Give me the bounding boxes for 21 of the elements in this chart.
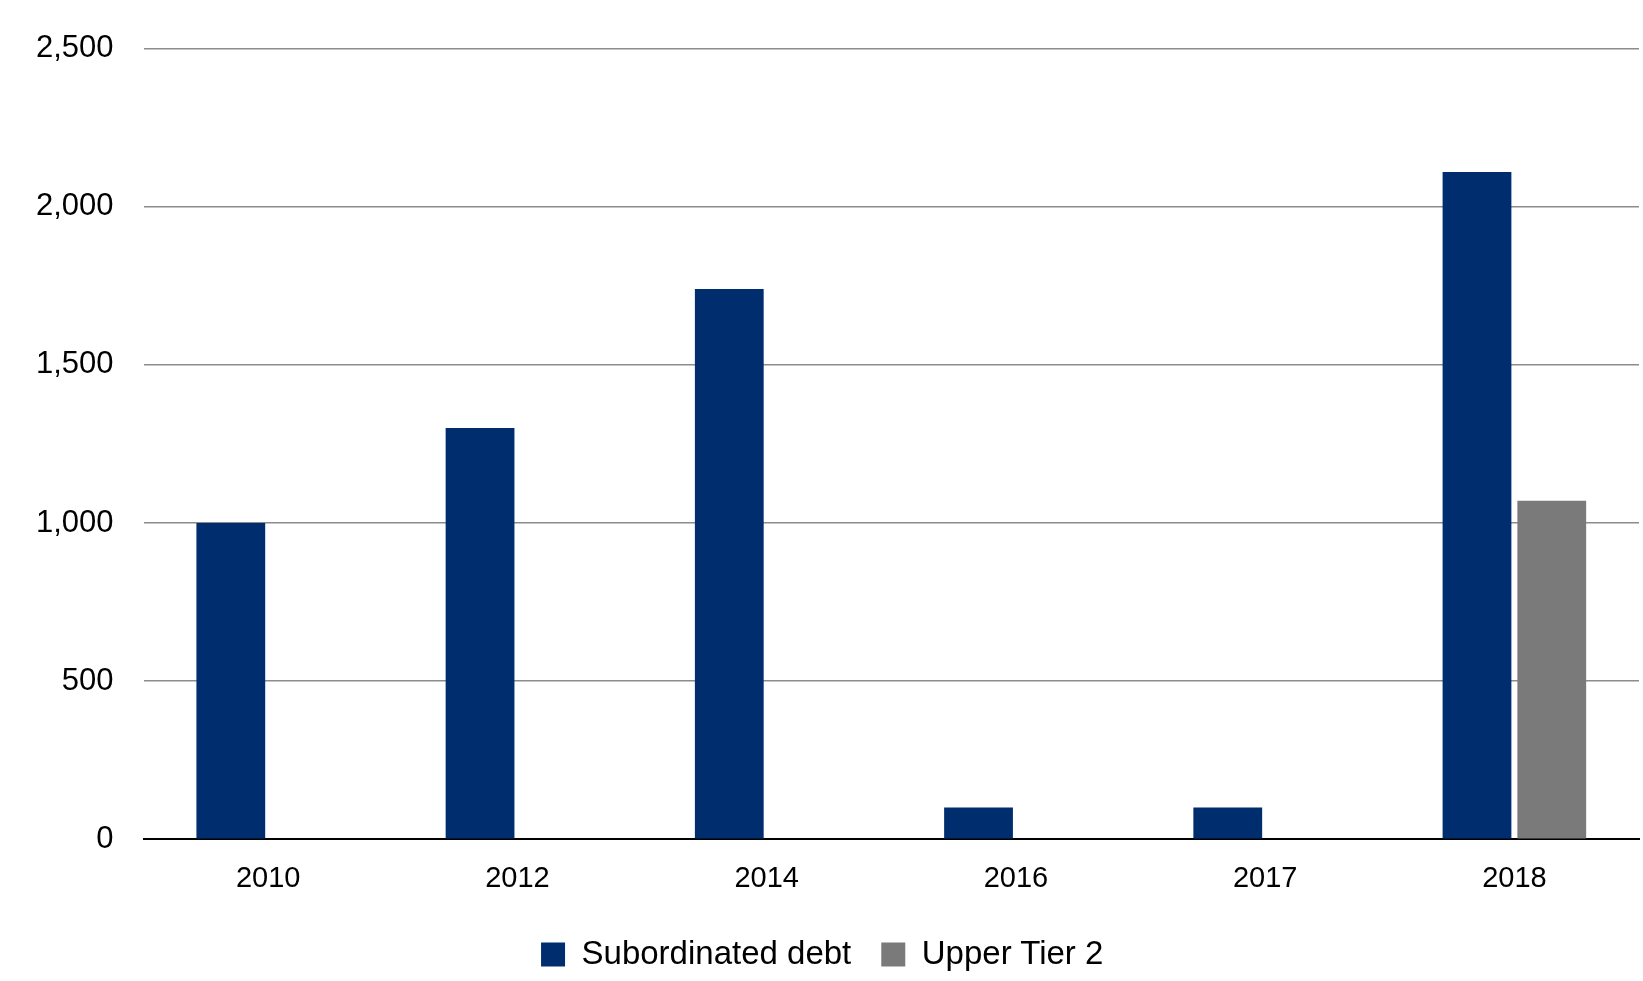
x-tick-label: 2014 (734, 860, 799, 893)
bar (1442, 171, 1512, 839)
bar (694, 288, 764, 839)
legend-label: Subordinated debt (581, 933, 852, 971)
legend-label: Upper Tier 2 (921, 933, 1104, 971)
bar (445, 428, 515, 839)
bar (944, 807, 1013, 839)
bar (1193, 807, 1263, 839)
bar (1517, 500, 1587, 839)
y-tick-label: 2,500 (36, 29, 114, 65)
y-tick-label: 1,000 (36, 503, 114, 539)
y-tick-label: 0 (96, 819, 114, 855)
y-tick-label: 500 (61, 661, 114, 697)
x-tick-label: 2016 (983, 860, 1049, 893)
x-tick-label: 2018 (1482, 860, 1547, 893)
x-tick-label: 2010 (235, 860, 301, 893)
bar (196, 522, 266, 839)
y-tick-label: 1,500 (36, 345, 114, 381)
x-tick-label: 2012 (485, 860, 550, 893)
x-tick-label: 2017 (1232, 860, 1298, 893)
y-tick-label: 2,000 (36, 187, 114, 223)
